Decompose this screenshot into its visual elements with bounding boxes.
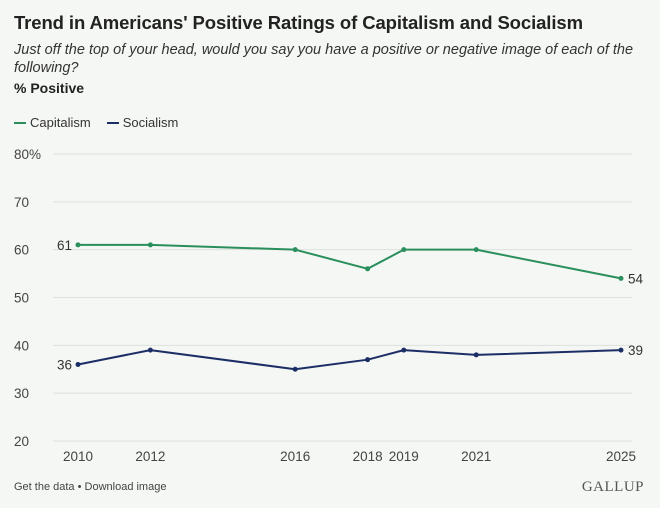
x-tick-label: 2018 [353,449,383,464]
legend-swatch-capitalism [14,121,26,124]
get-data-link[interactable]: Get the data [14,481,75,493]
series-line-socialism [77,349,622,371]
footer-links: Get the data • Download image [14,481,166,493]
x-tick-label: 2012 [135,449,165,464]
data-point-capitalism [147,242,153,248]
data-label-first: 36 [57,357,72,372]
data-point-capitalism [365,266,371,272]
data-point-capitalism [473,247,479,253]
y-tick-label: 40 [14,338,29,353]
legend-swatch-socialism [106,121,119,124]
download-image-link[interactable]: Download image [84,481,167,493]
data-point-capitalism [75,242,81,248]
y-tick-label: 20 [14,434,29,449]
x-tick-label: 2025 [606,449,636,464]
x-tick-label: 2021 [461,449,491,464]
gallup-logo: GALLUP [581,479,644,495]
x-tick-label: 2019 [389,449,419,464]
data-point-socialism [401,347,407,353]
x-tick-label: 2016 [280,449,310,464]
data-point-socialism [147,347,153,353]
data-point-socialism [75,361,81,367]
y-tick-label: 70 [14,195,29,210]
y-tick-label: 60 [14,243,29,258]
x-tick-label: 2010 [63,449,93,464]
data-point-socialism [292,366,298,372]
data-label-last: 54 [628,271,644,286]
legend-item-socialism[interactable]: Socialism [106,115,179,130]
data-label-first: 61 [57,238,72,253]
y-tick-label: 50 [14,291,29,306]
data-point-capitalism [401,247,407,253]
data-label-last: 39 [628,343,643,358]
chart-subtitle: Just off the top of your head, would you… [14,42,634,76]
legend-item-capitalism[interactable]: Capitalism [14,115,91,130]
data-point-socialism [473,352,479,358]
legend-label-capitalism: Capitalism [30,115,91,130]
data-point-socialism [618,347,624,353]
unit-label: % Positive [14,80,85,96]
y-tick-label: 30 [14,386,29,401]
legend: Capitalism Socialism [14,115,178,130]
legend-label-socialism: Socialism [122,115,179,130]
chart-title: Trend in Americans' Positive Ratings of … [14,12,583,33]
y-tick-label: 80% [14,147,41,162]
data-point-capitalism [618,275,624,281]
data-point-socialism [365,357,371,363]
footer-separator: • [74,481,85,493]
data-point-capitalism [292,247,298,253]
